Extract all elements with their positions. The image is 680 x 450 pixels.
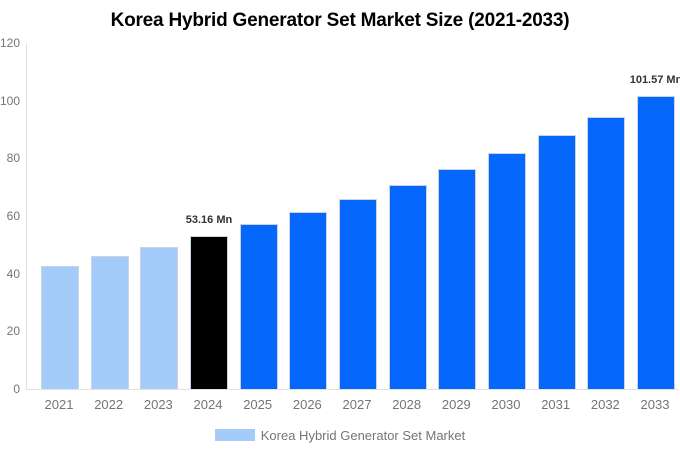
- y-axis-tick-label: 20: [6, 324, 20, 339]
- y-axis-tick-label: 60: [6, 209, 20, 223]
- bar-2021: [41, 265, 79, 389]
- bar-2028: [388, 184, 427, 389]
- x-axis-tick-label: 2031: [541, 397, 571, 412]
- bar-2032: [587, 116, 626, 389]
- bar-value-label: 101.57 Mn: [629, 74, 680, 87]
- x-axis-tick-label: 2027: [342, 397, 372, 412]
- x-axis-tick-label: 2032: [590, 397, 620, 412]
- bar-2033: [637, 96, 675, 389]
- bar-2029: [438, 169, 477, 389]
- x-axis-tick-label: 2029: [441, 397, 471, 412]
- legend: Korea Hybrid Generator Set Market: [0, 427, 680, 443]
- x-axis-tick-label: 2022: [94, 397, 124, 412]
- y-axis-tick-label: 80: [6, 151, 20, 166]
- x-axis-tick-label: 2024: [193, 397, 223, 412]
- bar-2027: [339, 198, 377, 389]
- bar-2031: [537, 135, 576, 389]
- bar-2030: [488, 152, 526, 389]
- y-axis-tick-label: 100: [0, 93, 21, 108]
- bar-value-label: 53.16 Mn: [185, 213, 233, 226]
- bar-2022: [90, 256, 129, 389]
- chart-title: Korea Hybrid Generator Set Market Size (…: [110, 10, 570, 31]
- x-axis-tick-label: 2026: [292, 397, 322, 412]
- y-axis-tick-label: 40: [6, 266, 20, 281]
- x-axis-tick-label: 2021: [44, 397, 74, 412]
- bar-2023: [140, 246, 179, 389]
- x-axis-tick-label: 2023: [143, 397, 173, 412]
- plot-area: 53.16 Mn 101.57 Mn: [26, 43, 680, 390]
- bar-2025: [239, 224, 278, 389]
- y-axis-tick-label: 0: [13, 382, 20, 396]
- y-axis-tick-label: 120: [0, 36, 21, 50]
- legend-swatch-icon: [214, 429, 255, 441]
- bar-2026: [289, 211, 328, 389]
- legend-label: Korea Hybrid Generator Set Market: [260, 427, 466, 443]
- bar-2024: [190, 235, 228, 389]
- x-axis-tick-label: 2028: [392, 397, 422, 412]
- x-axis-tick-label: 2033: [640, 397, 670, 412]
- x-axis-tick-label: 2025: [243, 397, 273, 412]
- x-axis-tick-label: 2030: [491, 397, 521, 412]
